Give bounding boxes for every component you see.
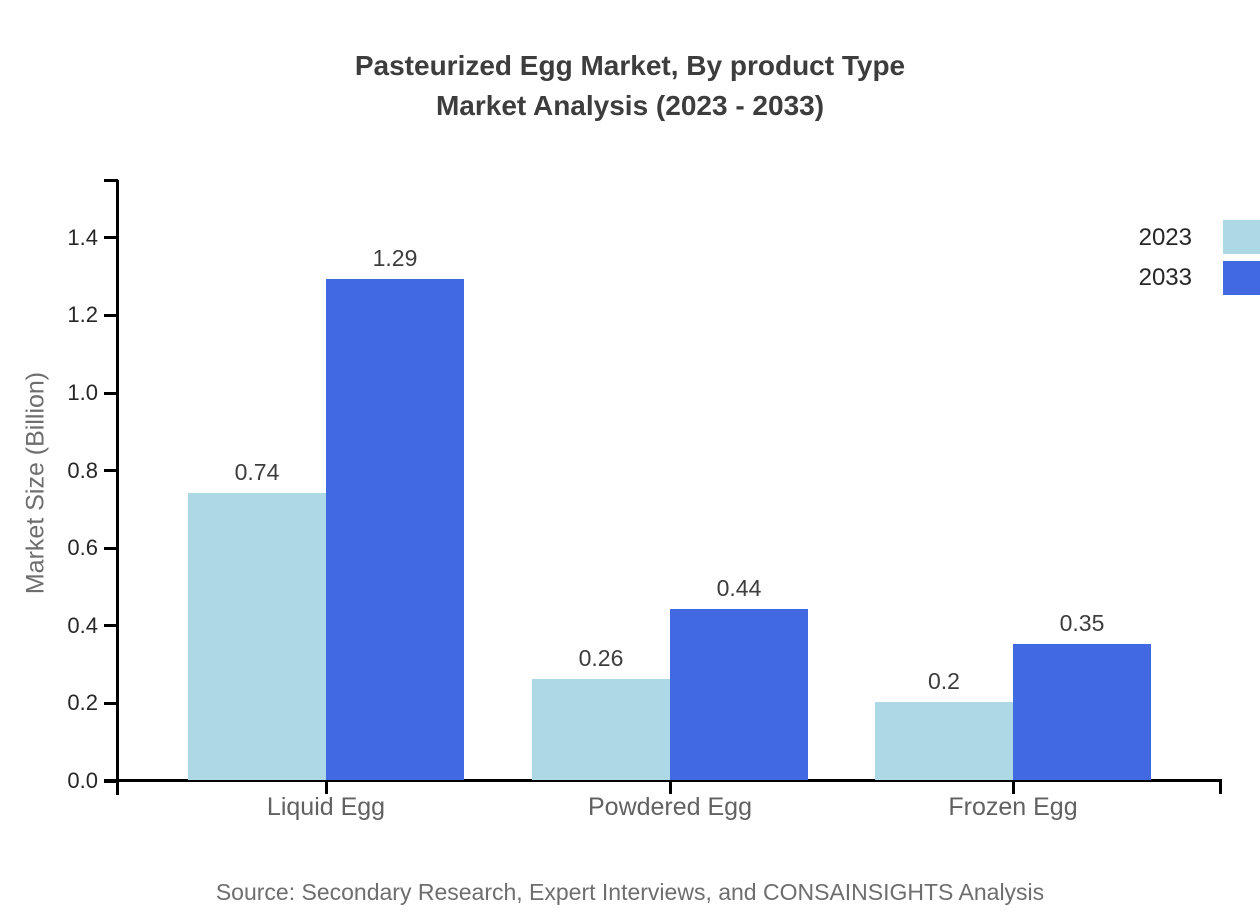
y-axis-line	[116, 180, 119, 795]
x-category-label: Powdered Egg	[587, 793, 752, 821]
y-tick-mark	[104, 624, 117, 628]
bar-value-label: 0.35	[1059, 610, 1105, 636]
legend-label-2023: 2023	[1138, 224, 1192, 251]
y-tick-mark	[104, 779, 117, 783]
x-category-label: Frozen Egg	[948, 793, 1078, 821]
bar-2023-liquid-egg	[188, 493, 326, 780]
chart-title-line2: Market Analysis (2023 - 2033)	[435, 90, 825, 121]
bar-value-label: 0.44	[716, 575, 762, 601]
legend-swatch-2033	[1223, 261, 1260, 295]
x-tick-mark	[324, 781, 328, 794]
y-tick-label: 1.0	[67, 380, 98, 405]
bar-2033-liquid-egg	[326, 279, 464, 780]
y-axis-top-tick	[104, 179, 118, 182]
legend-label-2033: 2033	[1138, 264, 1192, 291]
y-tick-label: 1.4	[67, 224, 98, 250]
source-note: Source: Secondary Research, Expert Inter…	[215, 879, 1045, 905]
y-tick-label: 0.0	[67, 768, 98, 793]
x-category-label: Liquid Egg	[266, 793, 386, 821]
y-tick-label: 0.2	[67, 690, 98, 716]
y-tick-label: 0.8	[67, 457, 98, 483]
x-axis-line	[104, 779, 1222, 782]
bar-2033-frozen-egg	[1013, 644, 1151, 780]
y-tick-mark	[104, 469, 117, 473]
y-tick-mark	[104, 313, 117, 317]
chart-title: Pasteurized Egg Market, By product Type …	[0, 46, 1260, 126]
legend-swatch-2023	[1223, 220, 1260, 254]
y-tick-mark	[104, 701, 117, 705]
bar-2023-powdered-egg	[532, 679, 670, 780]
bar-value-label: 1.29	[372, 245, 418, 271]
y-tick-mark	[104, 236, 117, 240]
chart-title-line1: Pasteurized Egg Market, By product Type	[354, 50, 906, 81]
x-tick-mark	[668, 781, 672, 794]
y-tick-label: 1.2	[67, 302, 98, 328]
bar-2023-frozen-egg	[875, 702, 1013, 780]
y-tick-mark	[104, 391, 117, 395]
x-tick-mark	[1011, 781, 1015, 794]
y-tick-label: 0.6	[67, 535, 98, 561]
y-tick-label: 0.4	[67, 612, 98, 638]
bar-value-label: 0.2	[928, 668, 960, 694]
bar-value-label: 0.26	[578, 645, 624, 671]
bar-2033-powdered-egg	[670, 609, 808, 780]
bar-value-label: 0.74	[234, 459, 280, 485]
y-tick-mark	[104, 546, 117, 550]
x-axis-end-tick	[1219, 779, 1222, 794]
